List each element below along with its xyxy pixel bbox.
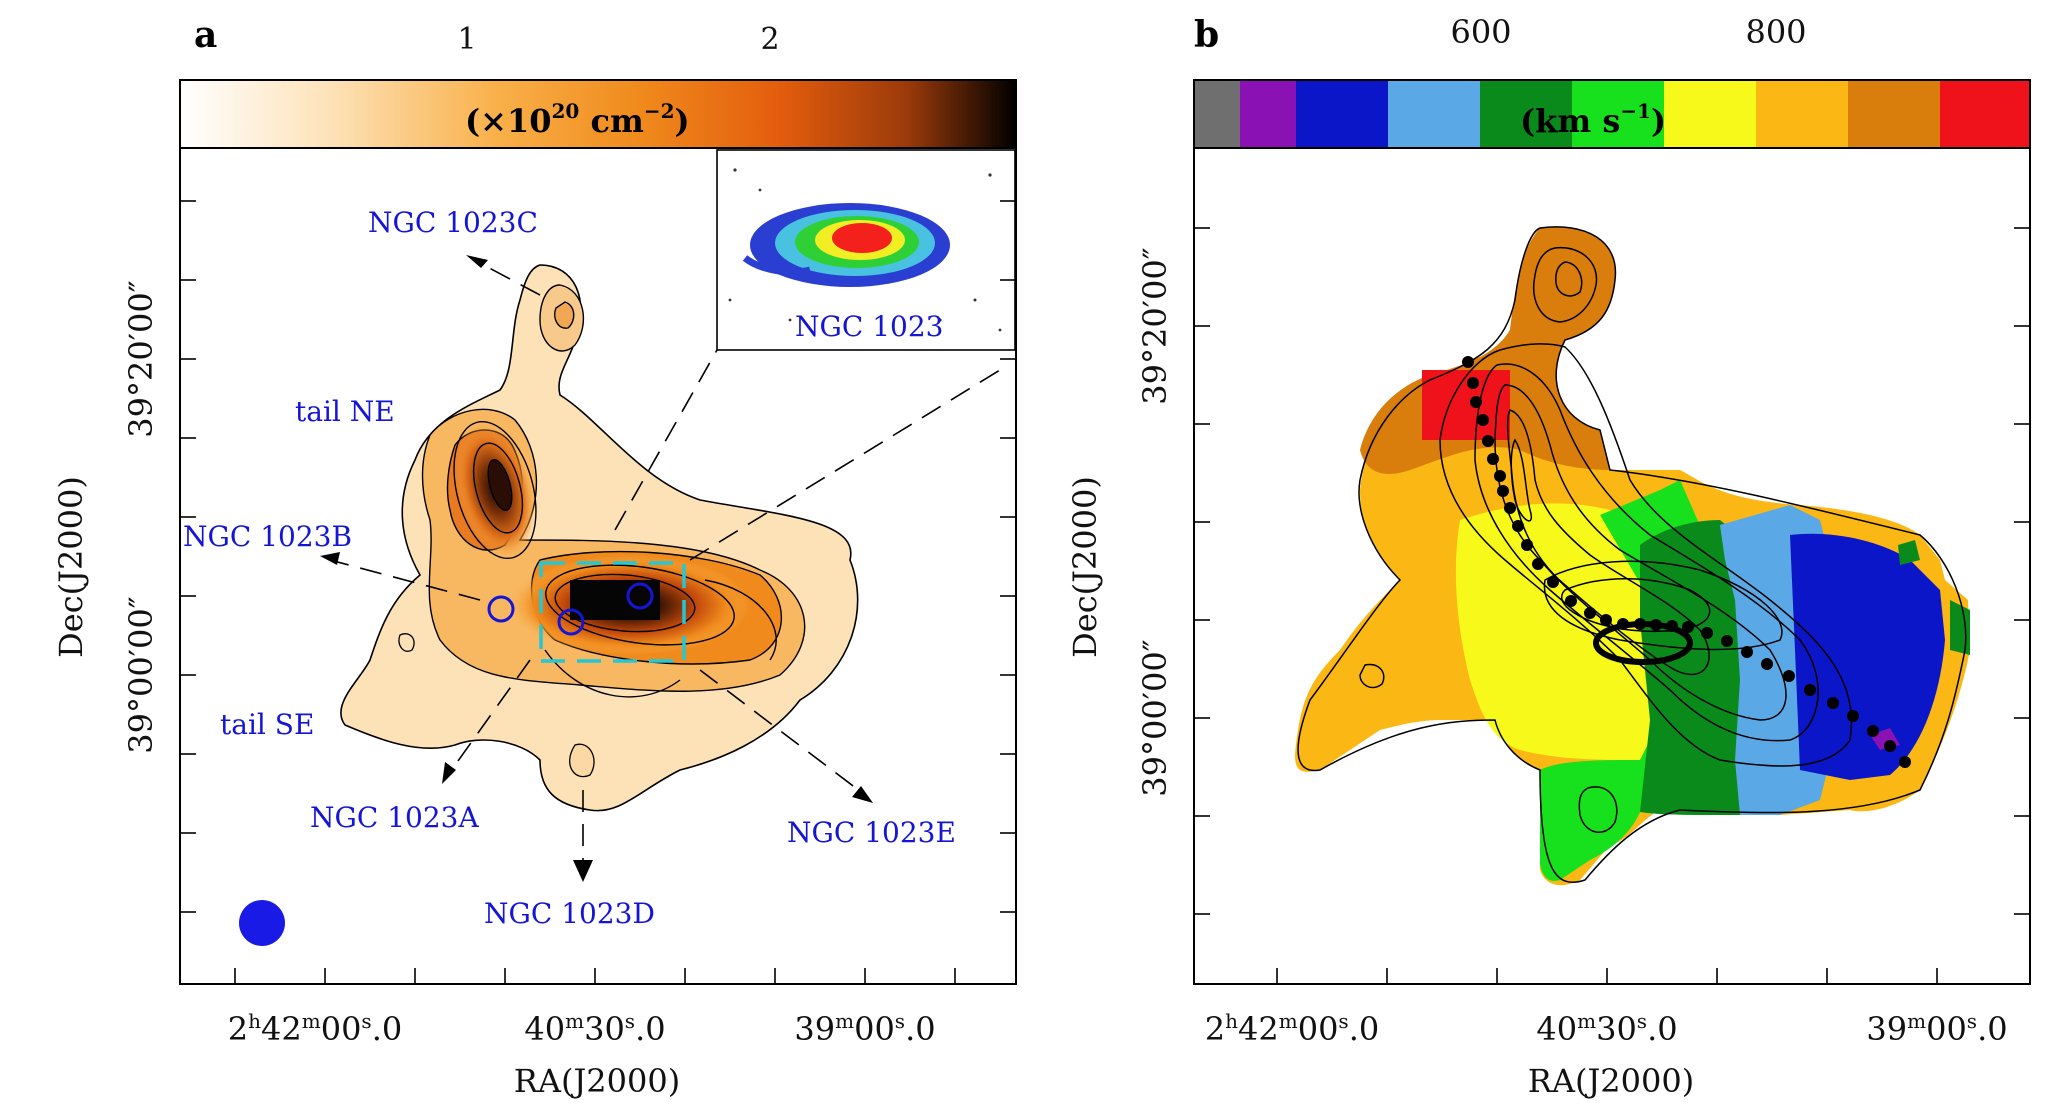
- label-ngc1023c: NGC 1023C: [368, 206, 538, 239]
- companion-arrows: [329, 261, 866, 870]
- inset-region-box: [539, 561, 686, 663]
- panel-b-contours: [1297, 226, 1967, 884]
- panel-b-xtick-2: 40m30s.0: [1536, 1009, 1677, 1048]
- ngc1023-inset-image: [728, 168, 1002, 332]
- panel-a-xlabel: RA(J2000): [514, 1062, 680, 1100]
- colorbar-a-tick-1: 1: [457, 22, 476, 57]
- panel-a-letter: a: [194, 14, 217, 56]
- label-ngc1023a: NGC 1023A: [310, 801, 479, 834]
- panel-a-colorbar: [179, 79, 1017, 149]
- panel-b-letter: b: [1194, 14, 1219, 56]
- inset-label-ngc1023: NGC 1023: [795, 310, 943, 343]
- colorbar-b-tick-800: 800: [1745, 13, 1806, 51]
- panel-b-xlabel: RA(J2000): [1528, 1062, 1694, 1100]
- colorbar-b-unit: (km s−1): [1520, 99, 1666, 140]
- label-ngc1023d: NGC 1023D: [484, 897, 655, 930]
- panel-a-ytick-2: 39°00′00″: [122, 596, 160, 753]
- panel-a-xtick-1: 2h42m00s.0: [228, 1009, 402, 1048]
- beam-marker: [239, 900, 285, 946]
- panel-a-xtick-2: 40m30s.0: [524, 1009, 665, 1048]
- label-ngc1023e: NGC 1023E: [787, 816, 956, 849]
- colorbar-a-unit: (×1020 cm−2): [465, 99, 690, 140]
- panel-b-xtick-3: 39m00s.0: [1866, 1009, 2007, 1048]
- panel-b-frame: [1193, 147, 2031, 985]
- panel-a-xtick-3: 39m00s.0: [794, 1009, 935, 1048]
- panel-a-map: [180, 148, 1016, 984]
- ngc1023e-marker: [626, 582, 654, 610]
- panel-a-frame: [179, 147, 1017, 985]
- label-tail-ne: tail NE: [295, 395, 395, 428]
- panel-a-ticks: [180, 200, 1016, 984]
- panel-b-ticks: [1194, 227, 2030, 984]
- label-tail-se: tail SE: [220, 708, 314, 741]
- panel-a-ylabel: Dec(J2000): [52, 476, 90, 658]
- label-ngc1023b: NGC 1023B: [183, 520, 352, 553]
- panel-b-xtick-1: 2h42m00s.0: [1205, 1009, 1379, 1048]
- ngc1023a-marker: [557, 608, 585, 636]
- panel-b-ytick-1: 39°20′00″: [1136, 247, 1174, 404]
- panel-b-ytick-2: 39°00′00″: [1136, 639, 1174, 796]
- colorbar-a-tick-2: 2: [760, 22, 779, 57]
- panel-a-ytick-1: 39°20′00″: [122, 280, 160, 437]
- panel-b-map: [1194, 148, 2030, 984]
- arrow-heads: [320, 255, 873, 882]
- colorbar-b-tick-600: 600: [1450, 13, 1511, 51]
- ngc1023b-marker: [487, 595, 515, 623]
- panel-b-ylabel: Dec(J2000): [1066, 476, 1104, 658]
- dotted-track: [1462, 356, 1911, 768]
